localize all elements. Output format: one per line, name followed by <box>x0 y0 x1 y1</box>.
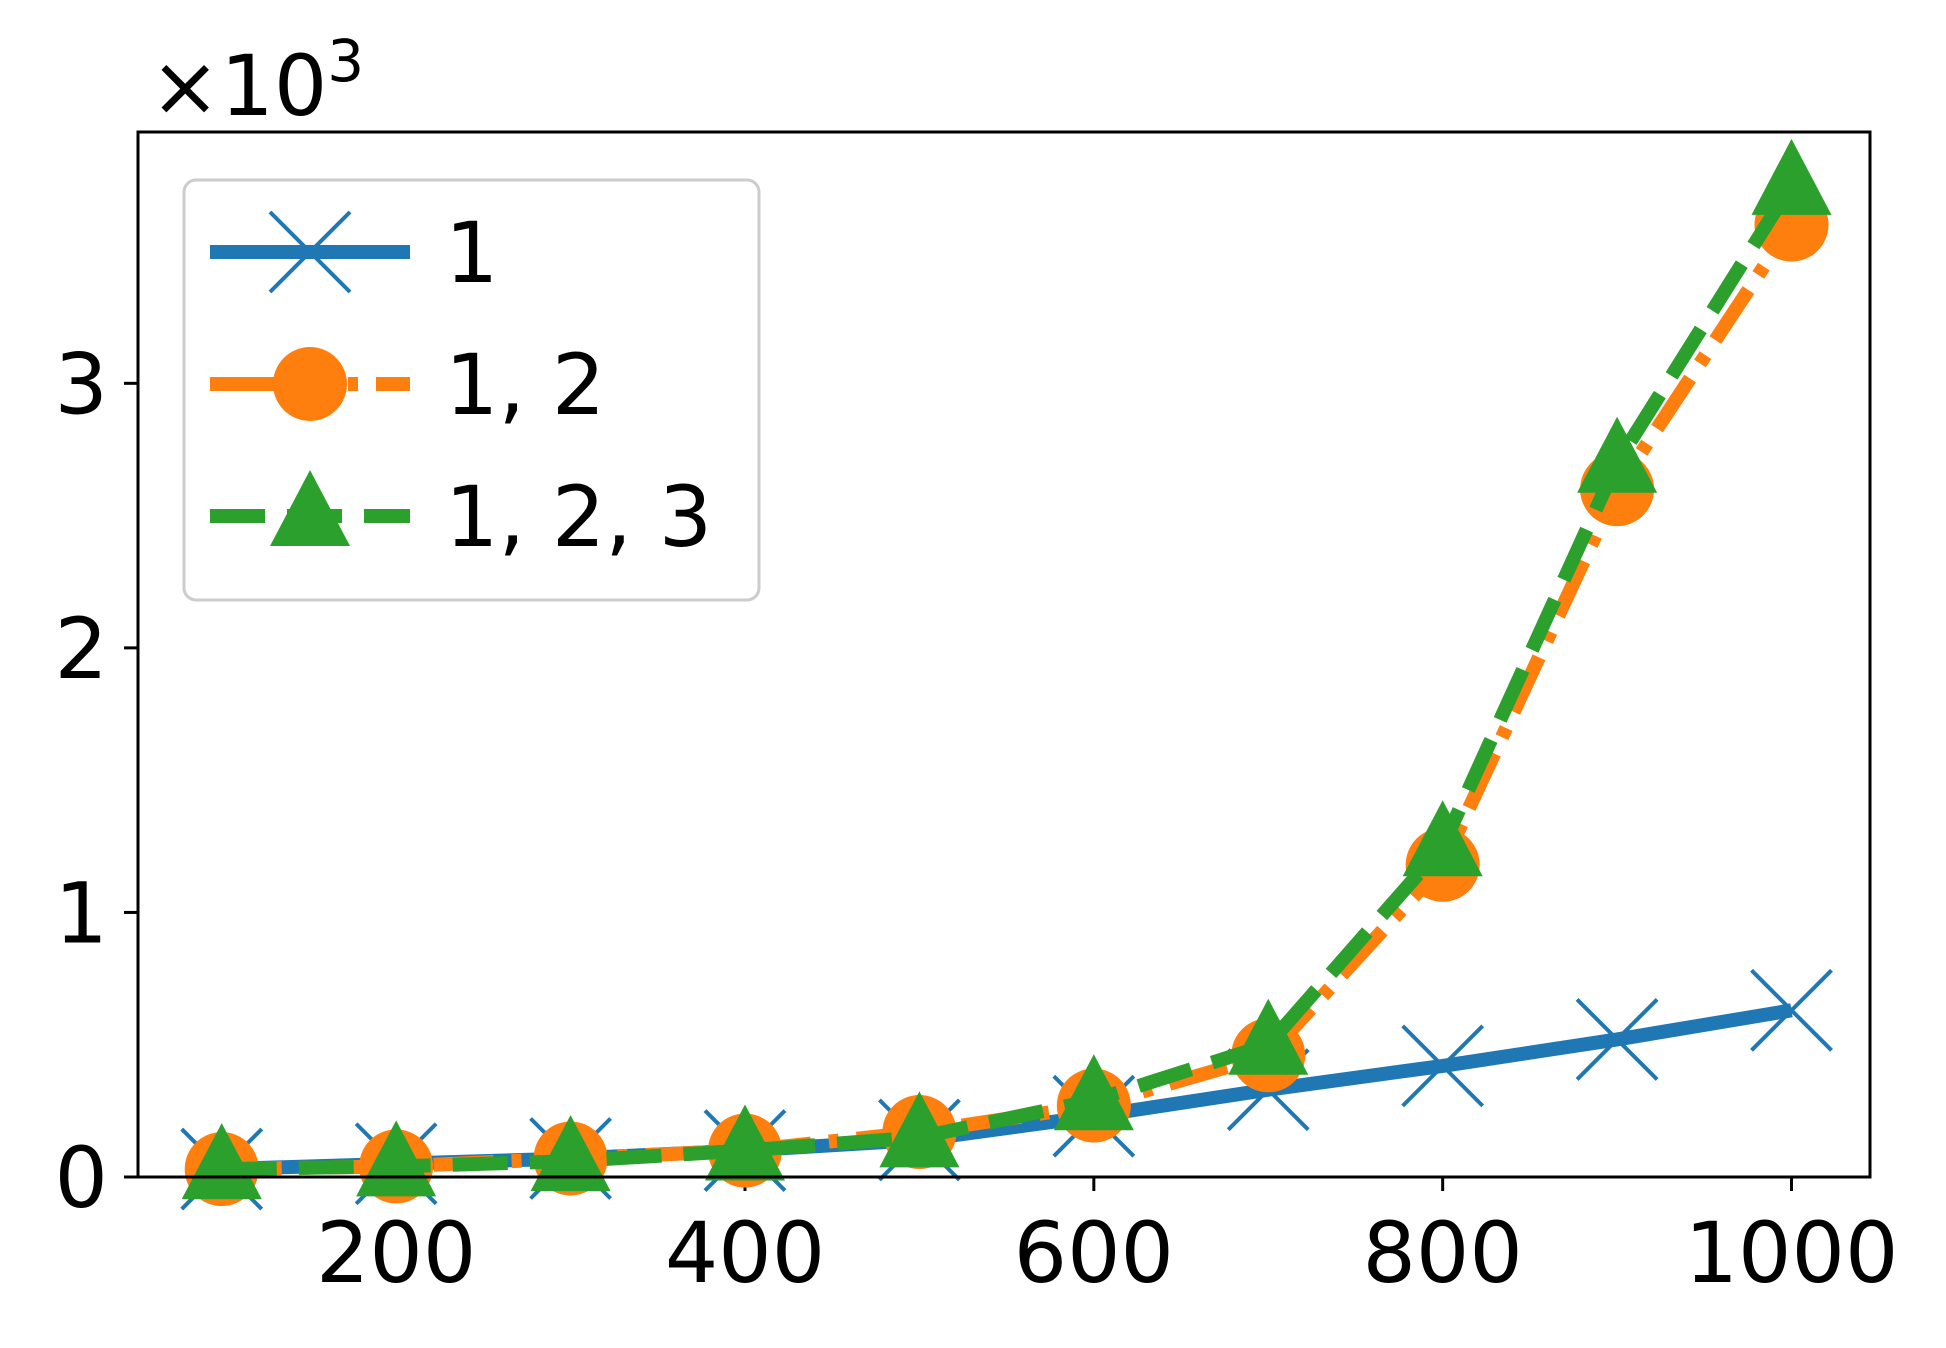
legend-label: 1 <box>445 204 498 302</box>
data-point <box>704 1104 785 1181</box>
legend-entry-1: 1 <box>210 204 498 302</box>
data-point <box>879 1091 960 1168</box>
legend-label: 1, 2 <box>445 336 605 434</box>
legend-label: 1, 2, 3 <box>445 468 712 566</box>
x-tick-label: 200 <box>316 1204 476 1302</box>
data-point <box>1228 998 1309 1075</box>
axis-ticks: 200 400 600 800 1000 0 1 2 3 <box>55 335 1899 1302</box>
legend-marker <box>268 210 352 294</box>
series-3 <box>181 138 1832 1200</box>
x-tick-label: 400 <box>665 1204 825 1302</box>
legend: 1 1, 2 1, 2, 3 <box>182 178 761 602</box>
data-point <box>1402 800 1483 877</box>
x-tick-label: 1000 <box>1685 1204 1899 1302</box>
legend-items: 1 1, 2 1, 2, 3 <box>210 204 712 566</box>
series-line <box>221 181 1798 1177</box>
legend-entry-2: 1, 2 <box>210 336 605 434</box>
plot-frame <box>136 130 1872 1179</box>
data-point <box>181 1123 262 1200</box>
legend-marker <box>270 470 350 546</box>
data-point <box>1751 138 1832 215</box>
data-point <box>530 1115 611 1192</box>
y-tick-label: 2 <box>55 600 108 698</box>
data-point <box>1401 1024 1485 1108</box>
y-tick-label: 0 <box>55 1129 108 1227</box>
data-point <box>1577 416 1658 493</box>
y-tick-label: 3 <box>55 335 108 433</box>
x-tick-label: 800 <box>1362 1204 1522 1302</box>
y-tick-label: 1 <box>55 864 108 962</box>
y-scale-multiplier: ×103 <box>150 27 364 135</box>
x-tick-label: 600 <box>1014 1204 1174 1302</box>
data-point <box>1750 968 1833 1052</box>
data-point <box>1575 998 1659 1081</box>
data-point <box>1053 1054 1134 1131</box>
legend-entry-3: 1, 2, 3 <box>210 468 712 566</box>
legend-marker <box>273 347 347 421</box>
plot-series <box>180 138 1833 1211</box>
legend-box <box>182 178 761 602</box>
